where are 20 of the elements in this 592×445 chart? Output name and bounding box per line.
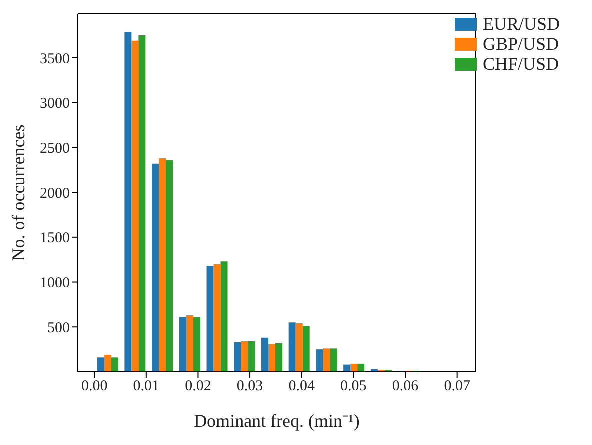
x-tick-label: 0.04 <box>288 378 316 395</box>
x-tick-label: 0.00 <box>81 378 108 395</box>
y-tick-label: 1000 <box>40 276 70 292</box>
y-tick-label: 500 <box>48 320 70 336</box>
x-tick-label: 0.03 <box>236 378 264 395</box>
y-axis-title: No. of occurrences <box>8 124 28 262</box>
x-axis-title: Dominant freq. (min⁻¹) <box>194 411 360 431</box>
y-tick-label: 3000 <box>40 96 70 112</box>
legend-label: GBP/USD <box>482 34 560 54</box>
legend-label: EUR/USD <box>482 14 560 34</box>
x-tick-label: 0.05 <box>340 378 367 395</box>
x-tick-label: 0.06 <box>392 378 420 395</box>
y-tick-label: 3500 <box>40 51 70 68</box>
legend-label: CHF/USD <box>482 54 560 74</box>
y-tick-label: 1500 <box>40 230 70 247</box>
x-tick-label: 0.07 <box>444 378 471 395</box>
y-tick-label: 2500 <box>40 141 70 158</box>
x-tick-label: 0.01 <box>133 378 160 395</box>
x-tick-label: 0.02 <box>185 378 212 395</box>
y-tick-label: 2000 <box>40 186 70 202</box>
